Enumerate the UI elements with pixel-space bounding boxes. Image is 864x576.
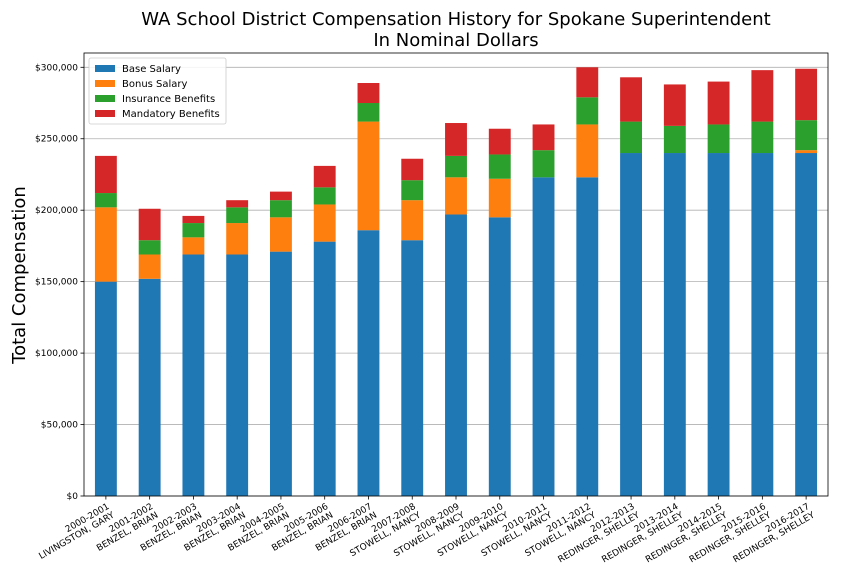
- bar-mandatory-benefits-2010-2011: [532, 124, 555, 151]
- bar-mandatory-benefits-2000-2001: [94, 155, 117, 194]
- bar-mandatory-benefits-2013-2014: [663, 84, 686, 126]
- bar-bonus-salary-2001-2002: [138, 254, 161, 279]
- y-tick-label: $250,000: [35, 135, 78, 145]
- bar-insurance-benefits-2005-2006: [313, 187, 336, 205]
- legend-label-base-salary: Base Salary: [122, 64, 181, 75]
- bar-insurance-benefits-2008-2009: [445, 155, 467, 178]
- chart-title-line1: WA School District Compensation History …: [141, 9, 770, 30]
- bar-bonus-salary-2006-2007: [357, 121, 380, 231]
- bar-insurance-benefits-2006-2007: [357, 103, 380, 122]
- bar-bonus-salary-2000-2001: [94, 207, 117, 282]
- bar-insurance-benefits-2012-2013: [620, 121, 642, 154]
- bar-insurance-benefits-2013-2014: [663, 125, 686, 154]
- bar-mandatory-benefits-2011-2012: [576, 67, 599, 98]
- legend-swatch-bonus-salary: [95, 80, 115, 87]
- bar-bonus-salary-2008-2009: [445, 177, 467, 215]
- y-tick-label: $0: [67, 492, 79, 502]
- bar-mandatory-benefits-2004-2005: [270, 191, 292, 201]
- bar-bonus-salary-2009-2010: [488, 178, 511, 218]
- bar-insurance-benefits-2010-2011: [532, 150, 555, 178]
- bar-base-salary-2007-2008: [401, 240, 424, 496]
- bar-bonus-salary-2002-2003: [182, 237, 205, 255]
- bar-base-salary-2012-2013: [620, 153, 642, 496]
- bar-insurance-benefits-2015-2016: [751, 121, 774, 154]
- bar-bonus-salary-2004-2005: [270, 217, 292, 252]
- bar-base-salary-2001-2002: [138, 278, 161, 496]
- legend-label-mandatory-benefits: Mandatory Benefits: [122, 109, 220, 120]
- bar-base-salary-2013-2014: [663, 153, 686, 496]
- legend: Base Salary Bonus Salary Insurance Benefit…: [88, 57, 227, 125]
- bar-insurance-benefits-2002-2003: [182, 223, 205, 238]
- bar-mandatory-benefits-2007-2008: [401, 158, 424, 181]
- bar-mandatory-benefits-2009-2010: [488, 128, 511, 155]
- bar-base-salary-2006-2007: [357, 230, 380, 496]
- legend-label-insurance-benefits: Insurance Benefits: [122, 94, 215, 105]
- bar-base-salary-2009-2010: [488, 217, 511, 496]
- bar-mandatory-benefits-2001-2002: [138, 208, 161, 241]
- bar-base-salary-2011-2012: [576, 177, 599, 496]
- bar-insurance-benefits-2016-2017: [795, 120, 818, 151]
- bar-bonus-salary-2016-2017: [795, 150, 818, 154]
- y-tick-label: $300,000: [35, 63, 78, 73]
- chart-title-line2: In Nominal Dollars: [373, 30, 538, 51]
- bar-insurance-benefits-2007-2008: [401, 180, 424, 201]
- bar-bonus-salary-2007-2008: [401, 200, 424, 241]
- bar-insurance-benefits-2003-2004: [226, 207, 249, 224]
- legend-swatch-insurance-benefits: [95, 95, 115, 102]
- bar-base-salary-2010-2011: [532, 177, 555, 496]
- y-tick-label: $200,000: [35, 206, 78, 216]
- bar-mandatory-benefits-2008-2009: [445, 123, 467, 156]
- y-tick-label: $100,000: [35, 349, 78, 359]
- bars-layer: [94, 67, 818, 496]
- bar-mandatory-benefits-2014-2015: [707, 81, 730, 125]
- bar-insurance-benefits-2009-2010: [488, 154, 511, 179]
- bar-base-salary-2008-2009: [445, 214, 467, 496]
- bar-base-salary-2003-2004: [226, 254, 249, 496]
- bar-mandatory-benefits-2016-2017: [795, 68, 818, 121]
- bar-mandatory-benefits-2006-2007: [357, 83, 380, 104]
- bar-insurance-benefits-2011-2012: [576, 97, 599, 125]
- bar-insurance-benefits-2014-2015: [707, 124, 730, 154]
- bar-mandatory-benefits-2012-2013: [620, 77, 642, 122]
- bar-mandatory-benefits-2015-2016: [751, 70, 774, 122]
- bar-base-salary-2015-2016: [751, 153, 774, 496]
- bar-mandatory-benefits-2003-2004: [226, 200, 249, 208]
- bar-insurance-benefits-2001-2002: [138, 240, 161, 255]
- bar-bonus-salary-2011-2012: [576, 124, 599, 178]
- bar-base-salary-2002-2003: [182, 254, 205, 496]
- bar-mandatory-benefits-2005-2006: [313, 165, 336, 188]
- legend-swatch-base-salary: [95, 65, 115, 72]
- legend-frame: [88, 57, 227, 125]
- bar-base-salary-2005-2006: [313, 241, 336, 496]
- bar-bonus-salary-2005-2006: [313, 204, 336, 242]
- legend-swatch-mandatory-benefits: [95, 110, 115, 117]
- legend-label-bonus-salary: Bonus Salary: [122, 79, 188, 90]
- bar-mandatory-benefits-2002-2003: [182, 215, 205, 224]
- bar-base-salary-2004-2005: [270, 251, 292, 496]
- bar-insurance-benefits-2004-2005: [270, 200, 292, 218]
- bar-bonus-salary-2003-2004: [226, 223, 249, 255]
- y-axis-label: Total Compensation: [9, 186, 30, 365]
- bar-insurance-benefits-2000-2001: [94, 193, 117, 208]
- bar-base-salary-2016-2017: [795, 153, 818, 496]
- y-tick-label: $150,000: [35, 278, 78, 288]
- bar-base-salary-2014-2015: [707, 153, 730, 496]
- y-tick-label: $50,000: [41, 421, 78, 431]
- bar-base-salary-2000-2001: [94, 281, 117, 496]
